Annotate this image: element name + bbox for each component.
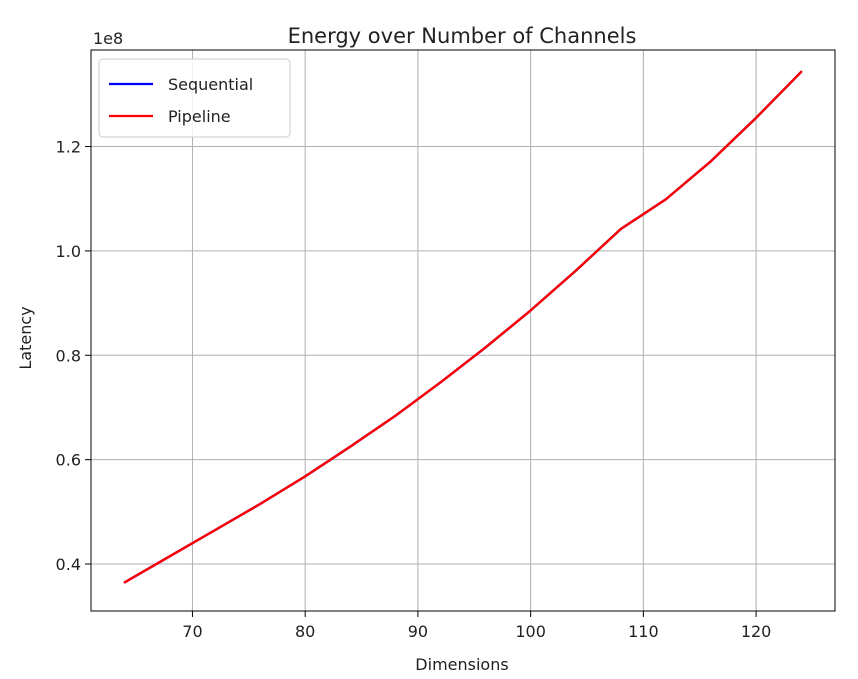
x-axis-label: Dimensions [415, 655, 508, 674]
x-tick-label: 100 [515, 622, 546, 641]
grid-layer [91, 50, 835, 611]
x-tick-label: 110 [628, 622, 659, 641]
x-tick-label: 80 [295, 622, 315, 641]
y-axis-label: Latency [16, 306, 35, 369]
legend-label-sequential: Sequential [168, 75, 253, 94]
legend-box [98, 58, 291, 138]
x-tick-label: 70 [182, 622, 202, 641]
y-offset-text: 1e8 [93, 29, 123, 48]
x-tick-label: 120 [741, 622, 772, 641]
y-tick-label: 1.0 [56, 242, 81, 261]
tick-layer: 70 80 90 100 110 120 0.4 0.6 0.8 1.0 1.2 [56, 138, 772, 641]
legend: Sequential Pipeline [98, 58, 291, 138]
series-line-pipeline [123, 70, 803, 584]
line-layer [123, 70, 803, 584]
y-tick-label: 0.4 [56, 555, 81, 574]
plot-frame [90, 49, 836, 612]
y-tick-label: 0.6 [56, 451, 81, 470]
y-tick-label: 0.8 [56, 346, 81, 365]
legend-label-pipeline: Pipeline [168, 107, 231, 126]
x-tick-label: 90 [408, 622, 428, 641]
chart-title: Energy over Number of Channels [288, 24, 637, 48]
y-tick-label: 1.2 [56, 138, 81, 157]
